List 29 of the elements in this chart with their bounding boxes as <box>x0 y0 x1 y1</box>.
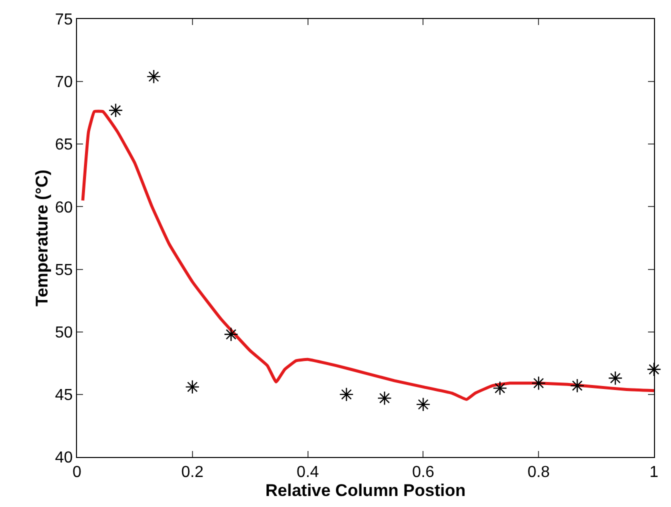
y-tick-label: 75 <box>55 12 73 29</box>
point <box>185 380 200 394</box>
point <box>492 380 508 396</box>
x-tick-label: 0.4 <box>296 464 320 482</box>
y-tick-label: 60 <box>55 199 73 216</box>
y-tick-label: 50 <box>55 324 73 342</box>
y-tick-label: 45 <box>55 387 73 404</box>
point <box>339 387 354 402</box>
line-series <box>81 110 654 401</box>
y-tick-label: 65 <box>55 136 73 154</box>
x-tick-label: 0.6 <box>412 464 434 482</box>
point <box>377 390 392 406</box>
y-tick-label: 55 <box>55 262 73 279</box>
x-tick-label: 1 <box>650 464 659 482</box>
y-tick-label: 70 <box>55 74 73 92</box>
x-tick-label: 0 <box>72 464 82 482</box>
point <box>646 362 662 377</box>
point <box>146 69 161 84</box>
point <box>531 376 546 390</box>
point <box>416 397 430 412</box>
x-tick-label: 0.2 <box>181 464 204 482</box>
x-axis-title: Relative Column Postion <box>265 481 466 500</box>
x-tick-label: 0.8 <box>527 464 550 482</box>
point <box>570 378 584 393</box>
point <box>108 103 123 118</box>
point <box>608 370 623 386</box>
point <box>224 327 238 342</box>
y-tick-label: 40 <box>55 450 73 467</box>
y-axis-title: Temperature (°C) <box>32 170 52 306</box>
